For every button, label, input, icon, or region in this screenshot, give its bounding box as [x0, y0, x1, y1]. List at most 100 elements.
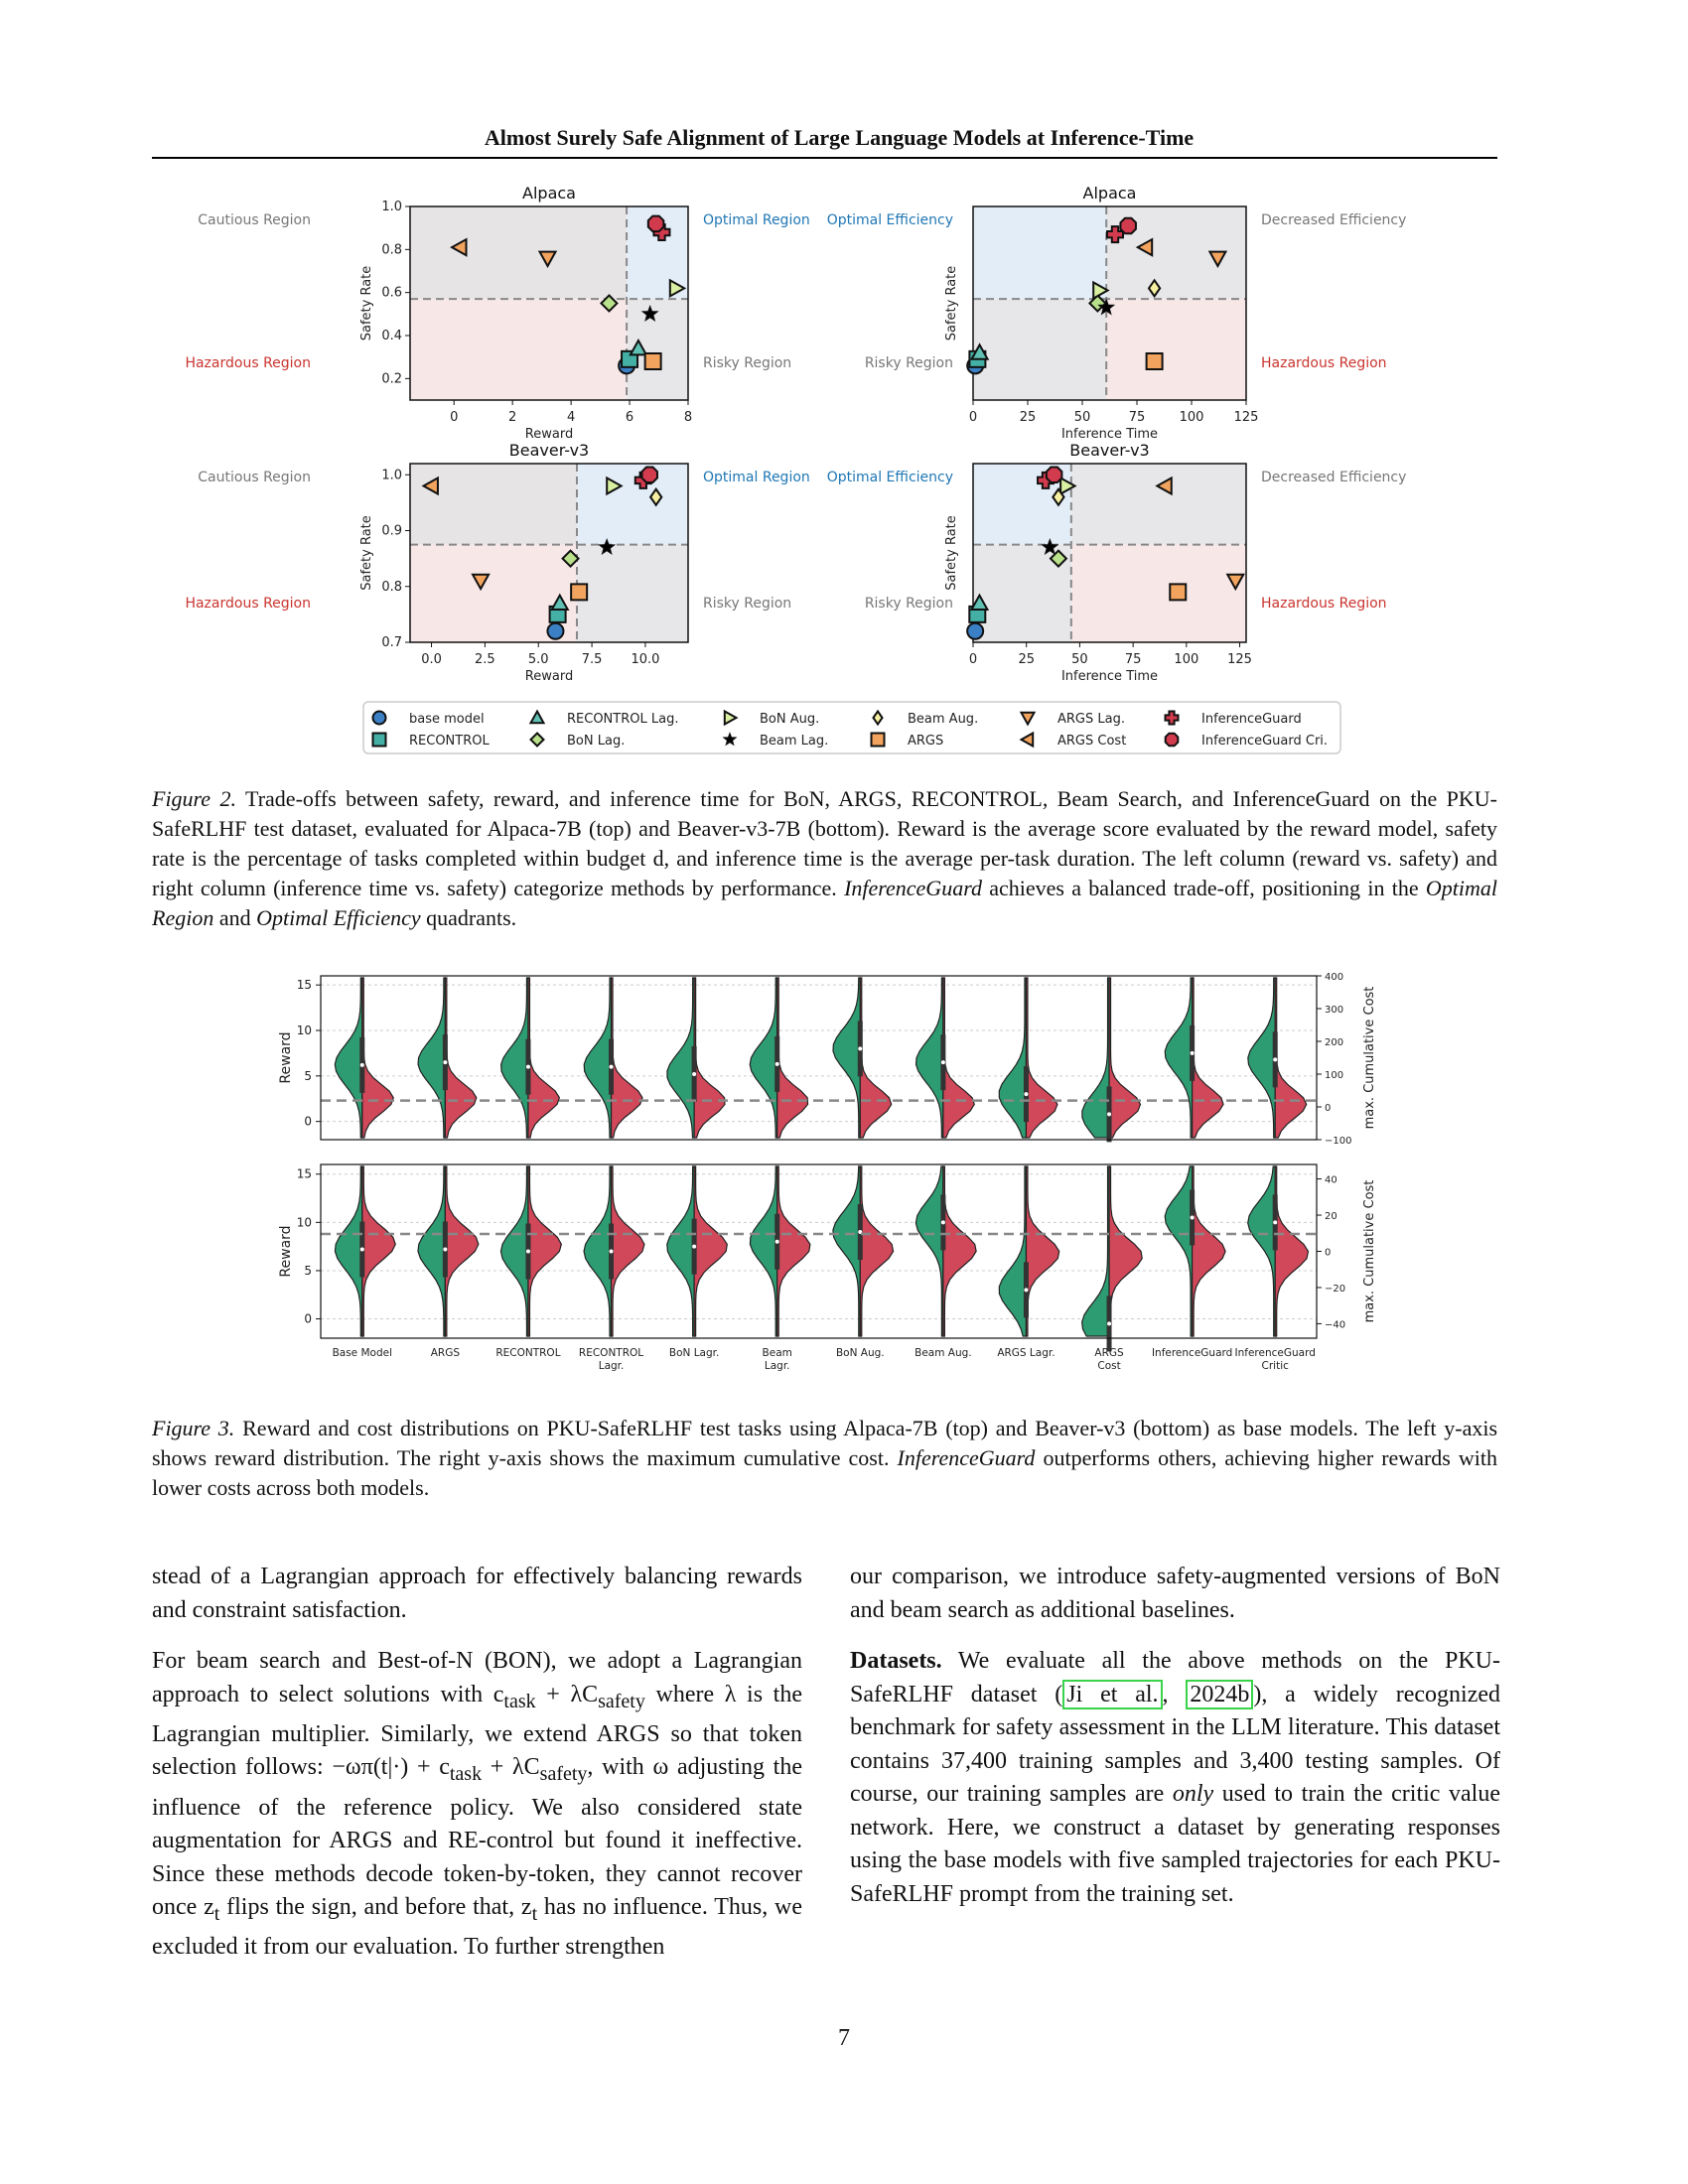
- scatter-panel-2: Alpaca 0 25 50 75 100 125 Inference Time Safety …: [827, 184, 1407, 442]
- point-args-lag-: [471, 573, 491, 592]
- y-tick-label: 1.0: [381, 468, 402, 482]
- violin-7: [914, 977, 975, 1139]
- marker-shape: [722, 732, 738, 747]
- marker-shape: [546, 621, 565, 640]
- marker-shape: [640, 304, 659, 322]
- point-beam-aug-: [1052, 487, 1065, 507]
- subscript: task: [449, 1763, 483, 1786]
- paragraph: Datasets. We evaluate all the above meth…: [850, 1645, 1500, 1911]
- paragraph-text: flips the sign, and before that, z: [219, 1894, 532, 1921]
- marker-shape: [561, 549, 580, 569]
- legend-label: ARGS: [908, 734, 943, 749]
- violin-5: [749, 977, 809, 1139]
- median-dot: [1107, 1321, 1112, 1326]
- y-axis-label: Safety Rate: [944, 266, 959, 341]
- median-dot: [609, 1249, 614, 1254]
- point-bon-lag-: [561, 549, 580, 569]
- legend-marker: [371, 710, 387, 726]
- violin-6: [832, 1165, 895, 1337]
- x-tick-label: 0: [969, 652, 977, 667]
- y-axis-label: Reward: [278, 1031, 294, 1083]
- cost-violin: [527, 1165, 562, 1337]
- x-tick-label: RECONTROL: [579, 1347, 643, 1359]
- legend-marker: [1164, 732, 1180, 748]
- violin-9: [1081, 1165, 1143, 1352]
- reward-violin: [499, 1165, 529, 1337]
- cost-violin: [361, 1165, 396, 1337]
- x-tick-label: Beam Aug.: [914, 1347, 972, 1359]
- cost-violin: [942, 977, 975, 1139]
- cost-violin: [776, 1165, 811, 1337]
- point-recontrol-lag-: [969, 593, 990, 612]
- legend-marker: [1019, 711, 1037, 727]
- y2-axis-label: max. Cumulative Cost: [1362, 1180, 1377, 1323]
- reward-violin: [1081, 1165, 1110, 1337]
- paragraph-text: + λC: [535, 1681, 599, 1707]
- marker-shape: [1106, 225, 1124, 244]
- legend-marker: [722, 732, 738, 747]
- marker-shape: [1119, 216, 1137, 235]
- x-tick-label: 4: [567, 410, 575, 425]
- x-tick-label: 50: [1071, 652, 1088, 667]
- marker-shape: [570, 583, 589, 602]
- x-tick-label: 2.5: [475, 652, 495, 667]
- paragraph-text: ), a widely recognized benchmark for saf…: [850, 1681, 1501, 1808]
- y-tick-label: 1.0: [381, 200, 402, 214]
- citation-link[interactable]: 2024b: [1186, 1679, 1254, 1709]
- marker-shape: [1059, 476, 1077, 496]
- marker-shape: [1019, 711, 1037, 727]
- x-tick-label: 6: [626, 410, 633, 425]
- cost-violin: [942, 1165, 977, 1337]
- reward-violin: [914, 977, 944, 1139]
- citation-link[interactable]: Ji et al.: [1062, 1679, 1163, 1709]
- quadrant: [1106, 299, 1246, 400]
- median-dot: [359, 1247, 364, 1252]
- marker-shape: [528, 709, 546, 725]
- paragraph-text: For beam search and Best-of-N (BON), we …: [152, 1648, 802, 1707]
- reward-violin: [749, 1165, 778, 1337]
- cost-violin: [1108, 1165, 1143, 1337]
- point-inferenceguard-cri-: [1119, 216, 1137, 235]
- x-tick-label: 125: [1227, 652, 1252, 667]
- marker-shape: [723, 709, 739, 727]
- quadrant: [973, 299, 1107, 400]
- violin-0: [334, 1165, 396, 1337]
- reward-violin: [583, 1165, 613, 1337]
- running-title: Almost Surely Safe Alignment of Large La…: [484, 125, 1195, 150]
- legend-frame: [362, 701, 1341, 754]
- plot-frame: [409, 205, 689, 401]
- legend-marker: [371, 732, 387, 748]
- reward-violin: [832, 977, 861, 1139]
- marker-shape: [600, 294, 619, 313]
- y-axis-label: Safety Rate: [944, 515, 959, 591]
- legend-label: ARGS Cost: [1057, 734, 1126, 749]
- x-tick-label: 0: [450, 410, 458, 425]
- point-inferenceguard-cri-: [1045, 466, 1063, 484]
- marker-shape: [870, 732, 886, 748]
- x-tick-label: 8: [684, 410, 692, 425]
- median-dot: [525, 1064, 530, 1069]
- marker-shape: [1045, 466, 1063, 484]
- violin-panel-bottom: 0 5 10 15 −40 −20 0 20 40 Reward max. Cumulative C…: [278, 1163, 1377, 1352]
- median-dot: [858, 1046, 863, 1051]
- reward-violin: [666, 977, 695, 1139]
- marker-shape: [371, 710, 387, 726]
- reward-violin: [832, 1165, 861, 1337]
- x-axis-label: Inference Time: [1061, 427, 1158, 442]
- violin-10: [1164, 977, 1224, 1139]
- paragraph-text: has no influence. Thus, we excluded it f…: [152, 1894, 802, 1961]
- x-tick-label: 125: [1234, 410, 1259, 425]
- marker-shape: [1164, 732, 1180, 748]
- violin-4: [666, 1165, 728, 1337]
- scatter-panel-1: Alpaca 0 2 4 6 8 Reward 0.2 0.4 0.6 0.8 1.0 Safety R…: [185, 184, 809, 442]
- figure-3-caption-text: Reward and cost distributions on PKU-Saf…: [152, 1416, 1498, 1470]
- cost-violin: [859, 1165, 895, 1337]
- quadrant: [410, 299, 628, 400]
- point-bon-lag-: [600, 294, 619, 313]
- x-tick-label: 0: [969, 410, 977, 425]
- x-tick-label: 7.5: [582, 652, 603, 667]
- region-label: Hazardous Region: [1261, 355, 1387, 371]
- x-tick-label: Lagr.: [599, 1360, 625, 1372]
- reward-violin: [334, 977, 363, 1139]
- y2-tick-label: −20: [1325, 1284, 1345, 1295]
